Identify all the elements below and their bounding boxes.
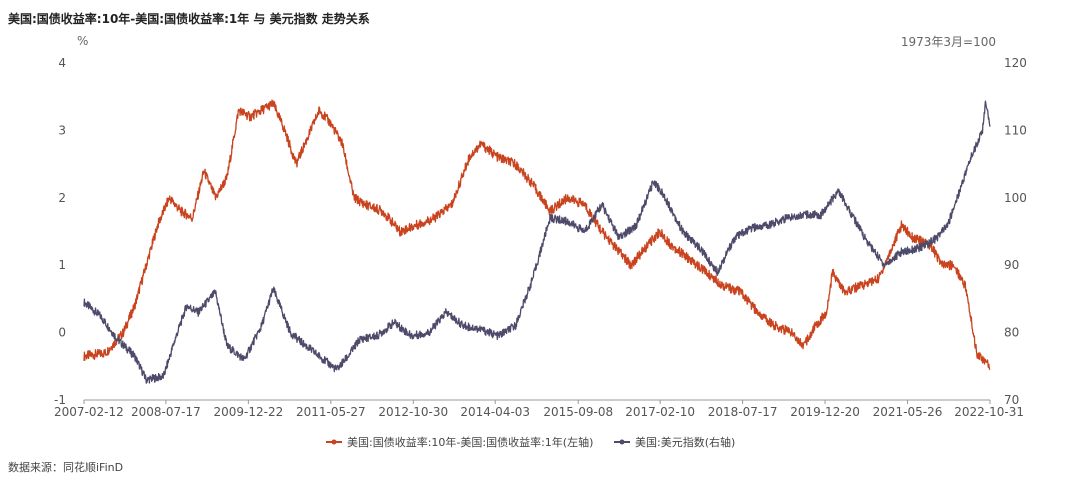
left-axis-tick-label: 2 [58, 191, 66, 205]
right-axis-tick-label: 70 [1004, 393, 1019, 407]
legend-marker [331, 439, 337, 445]
x-axis-tick-label: 2021-05-26 [873, 405, 943, 419]
legend-marker [619, 439, 625, 445]
legend-label: 美国:美元指数(右轴) [635, 435, 735, 449]
x-axis-tick-label: 2022-10-31 [954, 405, 1024, 419]
x-axis-tick-label: 2014-04-03 [460, 405, 530, 419]
x-axis-tick-label: 2008-07-17 [131, 405, 201, 419]
x-axis-tick-label: 2012-10-30 [378, 405, 448, 419]
x-axis-tick-label: 2019-12-20 [790, 405, 860, 419]
x-axis-tick-label: 2007-02-12 [54, 405, 124, 419]
right-axis-unit: 1973年3月=100 [901, 35, 996, 49]
x-axis-tick-label: 2011-05-27 [296, 405, 366, 419]
left-axis-tick-label: -1 [54, 393, 66, 407]
data-source: 数据来源：同花顺iFinD [8, 461, 124, 474]
yield-spread-line [83, 99, 991, 371]
x-axis-tick-label: 2018-07-17 [708, 405, 778, 419]
left-axis-tick-label: 4 [58, 56, 66, 70]
chart-title: 美国:国债收益率:10年-美国:国债收益率:1年 与 美元指数 走势关系 [8, 12, 370, 26]
x-axis-tick-label: 2015-09-08 [543, 405, 613, 419]
right-axis-tick-label: 90 [1004, 258, 1019, 272]
right-axis-tick-label: 120 [1004, 56, 1027, 70]
dollar-index-line [83, 100, 991, 384]
right-axis-tick-label: 110 [1004, 123, 1027, 137]
legend-label: 美国:国债收益率:10年-美国:国债收益率:1年(左轴) [347, 435, 593, 449]
left-axis-tick-label: 1 [58, 258, 66, 272]
right-axis-tick-label: 80 [1004, 326, 1019, 340]
left-axis-tick-label: 3 [58, 123, 66, 137]
left-axis-tick-label: 0 [58, 326, 66, 340]
x-axis-tick-label: 2009-12-22 [213, 405, 283, 419]
right-axis-tick-label: 100 [1004, 191, 1027, 205]
x-axis-tick-label: 2017-02-10 [625, 405, 695, 419]
left-axis-unit: % [77, 34, 88, 48]
